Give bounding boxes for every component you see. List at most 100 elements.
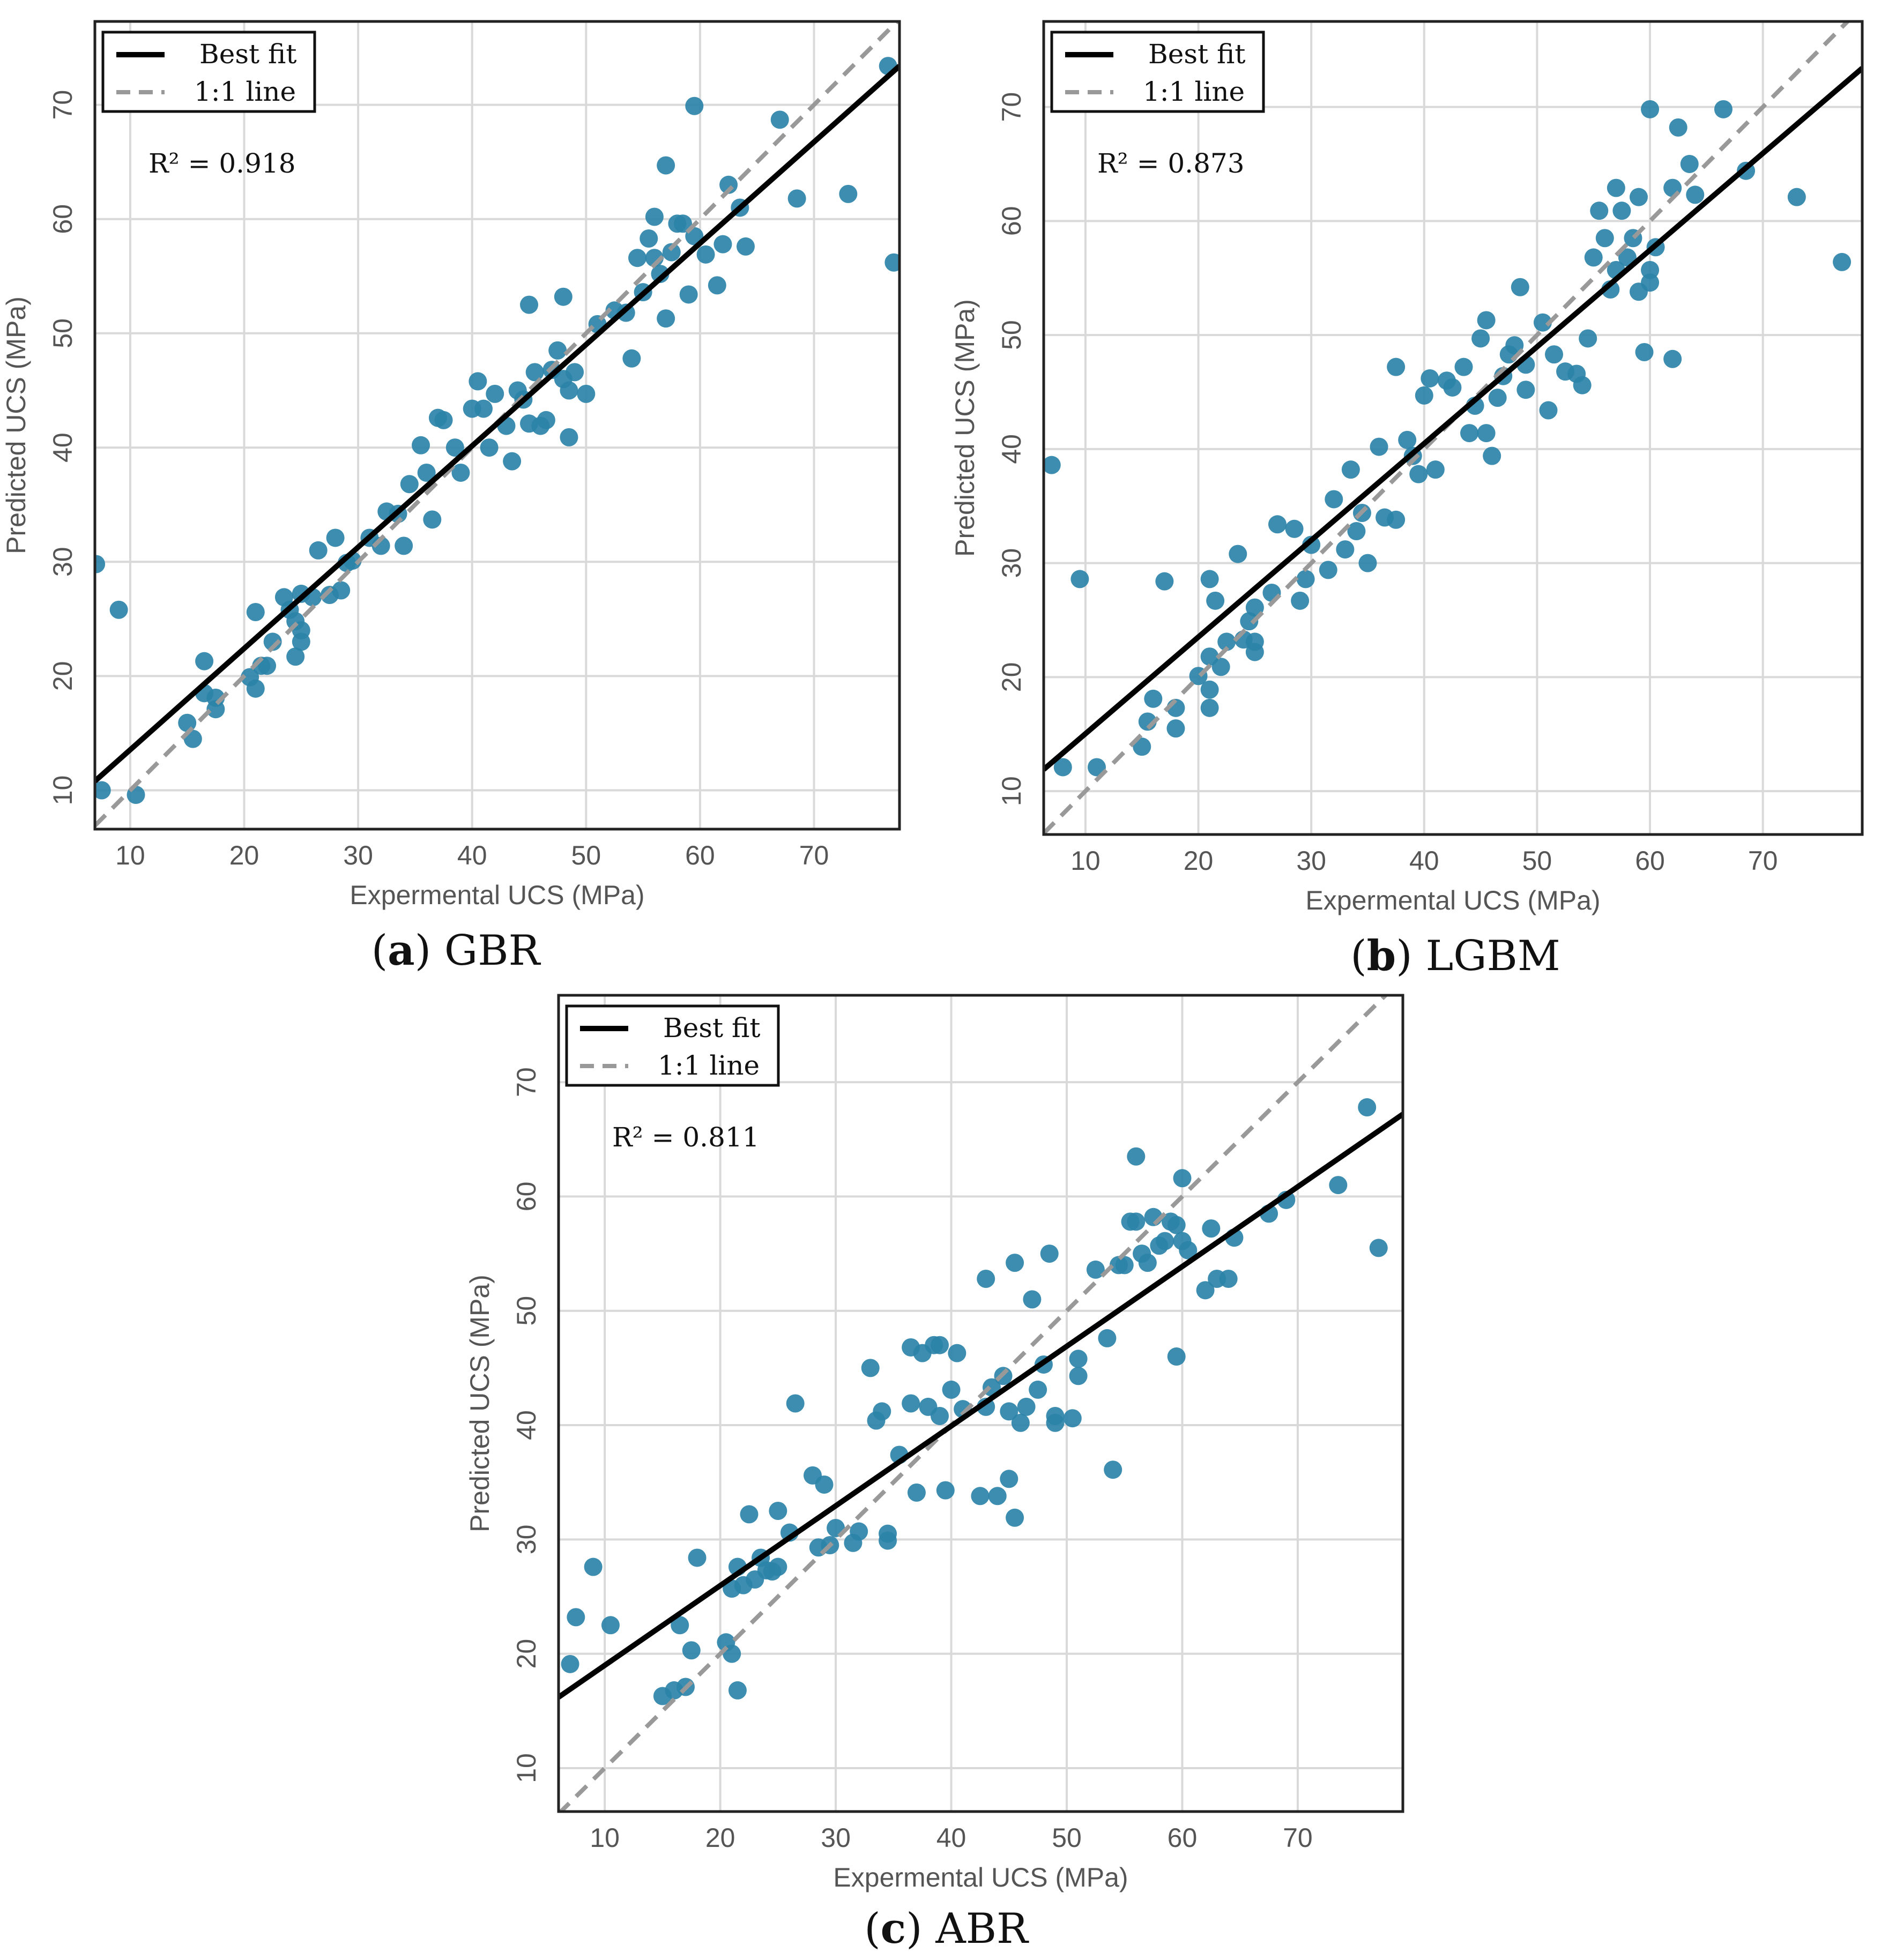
data-point (1443, 378, 1462, 397)
data-point (1200, 680, 1219, 699)
data-point (1358, 1098, 1377, 1117)
data-point (736, 237, 755, 256)
data-point (1669, 118, 1687, 137)
x-tick-label: 50 (1522, 846, 1552, 876)
x-tick-label: 70 (799, 840, 829, 870)
y-tick-label: 70 (48, 90, 78, 120)
data-point (1155, 572, 1174, 591)
data-point (246, 679, 265, 698)
data-point (1635, 343, 1654, 362)
data-point (850, 1522, 868, 1541)
data-point (815, 1475, 834, 1494)
data-point (417, 463, 436, 482)
y-tick-label: 30 (511, 1525, 541, 1555)
data-point (1415, 386, 1433, 405)
data-point (520, 295, 539, 314)
data-point (1167, 1347, 1186, 1366)
plot-content (559, 995, 1403, 1812)
data-point (1023, 1290, 1042, 1309)
data-point (1347, 522, 1366, 541)
data-point (719, 175, 738, 194)
data-point (560, 428, 578, 446)
data-point (1641, 100, 1660, 118)
data-point (1302, 535, 1321, 554)
caption-close-paren: ) (906, 1905, 935, 1953)
data-point (445, 438, 464, 457)
caption-close-paren: ) (1396, 932, 1425, 980)
x-tick-label: 60 (685, 840, 715, 870)
data-point (679, 285, 698, 304)
data-point (1127, 1212, 1146, 1231)
x-tick-label: 60 (1635, 846, 1665, 876)
data-point (1477, 424, 1496, 443)
legend-label-identity: 1:1 line (1143, 76, 1245, 107)
x-tick-label: 20 (1184, 846, 1214, 876)
x-tick-label: 70 (1748, 846, 1778, 876)
x-tick-label: 40 (936, 1823, 966, 1853)
data-point (292, 632, 310, 651)
legend-label-best-fit: Best fit (199, 39, 296, 70)
data-point (1011, 1413, 1030, 1432)
data-point (1398, 430, 1417, 449)
data-point (1167, 1216, 1186, 1234)
legend-label-identity: 1:1 line (658, 1050, 760, 1081)
data-point (109, 600, 128, 619)
data-point (1370, 437, 1388, 456)
r2-annotation: R² = 0.918 (148, 148, 296, 179)
x-tick-label: 20 (229, 840, 259, 870)
data-point (1511, 278, 1529, 296)
y-tick-label: 60 (48, 204, 78, 234)
y-axis-label: Predicted UCS (MPa) (465, 1275, 495, 1532)
data-point (1421, 369, 1439, 387)
data-point (1098, 1329, 1117, 1347)
data-point (1196, 1281, 1215, 1300)
data-point (1460, 424, 1479, 443)
data-point (503, 452, 522, 471)
data-point (1358, 554, 1377, 572)
data-point (1133, 737, 1151, 756)
data-point (1471, 329, 1490, 348)
data-point (1202, 1219, 1221, 1238)
data-point (931, 1336, 949, 1354)
x-tick-label: 20 (705, 1823, 735, 1853)
data-point (1029, 1380, 1047, 1399)
legend-box (565, 1004, 780, 1087)
data-point (95, 781, 111, 800)
chart-panel-c: 10 20 30 40 50 60 70 10 20 30 40 50 60 70 Expermental … (465, 994, 1404, 1892)
x-axis-label: Expermental UCS (MPa) (350, 880, 644, 910)
x-tick-label: 50 (1052, 1823, 1082, 1853)
caption-letter: a (388, 926, 415, 975)
data-point (286, 647, 305, 666)
data-point (1179, 1241, 1198, 1260)
data-point (1319, 561, 1337, 579)
data-point (628, 249, 647, 267)
data-point (1539, 401, 1558, 420)
data-point (601, 1616, 620, 1635)
y-tick-label: 60 (511, 1182, 541, 1212)
data-point (258, 657, 277, 675)
data-point (560, 381, 578, 400)
data-point (561, 1655, 579, 1673)
plot-area (1044, 21, 1862, 834)
data-point (1680, 154, 1699, 173)
y-tick-label: 30 (48, 547, 78, 577)
data-point (971, 1487, 990, 1506)
legend-box (101, 31, 316, 113)
data-point (434, 411, 453, 429)
x-tick-label: 10 (115, 840, 145, 870)
data-point (839, 184, 858, 203)
data-point (1245, 598, 1264, 617)
data-point (1714, 100, 1733, 118)
data-point (1000, 1402, 1018, 1421)
x-tick-label: 40 (1409, 846, 1439, 876)
data-point (884, 253, 899, 272)
y-tick-label: 30 (997, 548, 1027, 578)
data-point (1325, 490, 1343, 509)
caption-model: ABR (935, 1905, 1029, 1953)
plot-content (95, 21, 899, 828)
data-point (525, 363, 544, 382)
data-point (1166, 719, 1185, 738)
data-point (326, 528, 345, 547)
data-point (936, 1481, 955, 1500)
data-point (1219, 1269, 1238, 1288)
